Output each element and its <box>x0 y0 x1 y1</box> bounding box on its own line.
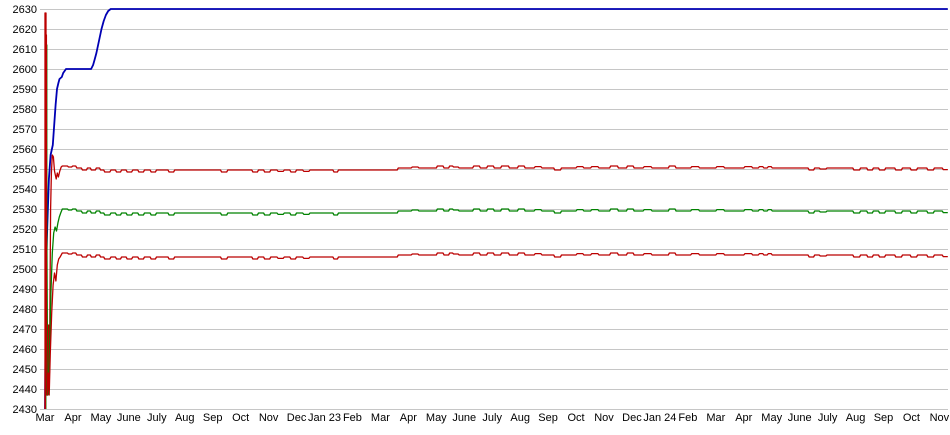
x-axis-tick-label: Apr <box>400 412 417 424</box>
x-axis-tick-label: June <box>788 412 812 424</box>
y-axis-tick-label: 2470 <box>13 324 37 336</box>
x-axis-tick-label: Apr <box>735 412 752 424</box>
x-axis-tick-label: Nov <box>594 412 614 424</box>
y-axis-tick-label: 2550 <box>13 164 37 176</box>
series-red-lower-line <box>44 34 948 409</box>
x-axis-tick-label: Feb <box>343 412 362 424</box>
x-axis-tick-label: Dec <box>287 412 307 424</box>
x-axis-tick-label: Dec <box>622 412 642 424</box>
x-axis-tick-label: Jan 24 <box>643 412 676 424</box>
x-axis-tick-label: Nov <box>930 412 950 424</box>
y-axis-tick-label: 2590 <box>13 84 37 96</box>
x-axis-tick-label: May <box>761 412 782 424</box>
y-axis-tick-label: 2450 <box>13 364 37 376</box>
y-axis-tick-label: 2480 <box>13 304 37 316</box>
y-axis-tick-label: 2440 <box>13 384 37 396</box>
y-axis-tick-label: 2510 <box>13 244 37 256</box>
x-axis-tick-label: Mar <box>371 412 390 424</box>
y-axis-tick-label: 2500 <box>13 264 37 276</box>
y-axis-tick-label: 2580 <box>13 104 37 116</box>
x-axis-tick-label: June <box>117 412 141 424</box>
x-axis-tick-label: Mar <box>706 412 725 424</box>
x-axis-tick-label: July <box>818 412 838 424</box>
series-green-middle-line <box>45 44 948 409</box>
x-axis-tick-label: Aug <box>846 412 866 424</box>
x-axis-tick-label: Sep <box>538 412 558 424</box>
x-axis-tick-label: Mar <box>36 412 55 424</box>
y-axis-tick-label: 2430 <box>13 404 37 416</box>
y-axis-tick-label: 2600 <box>13 64 37 76</box>
y-axis-tick-label: 2620 <box>13 24 37 36</box>
x-axis-tick-label: Oct <box>567 412 584 424</box>
x-axis-tick-label: Nov <box>259 412 279 424</box>
x-axis-tick-label: July <box>482 412 502 424</box>
y-axis-tick-label: 2530 <box>13 204 37 216</box>
x-axis-tick-label: Oct <box>903 412 920 424</box>
x-axis-tick-label: Jan 23 <box>308 412 341 424</box>
x-axis-tick-label: May <box>91 412 112 424</box>
x-axis-tick-label: Apr <box>64 412 81 424</box>
series-blue-peak-line <box>44 8 948 410</box>
x-axis-tick-label: May <box>426 412 447 424</box>
x-axis-tick-label: Aug <box>175 412 195 424</box>
x-axis-tick-label: Oct <box>232 412 249 424</box>
x-axis-tick-label: Feb <box>678 412 697 424</box>
x-axis-tick-label: Sep <box>874 412 894 424</box>
y-axis-tick-label: 2560 <box>13 144 37 156</box>
y-axis-tick-label: 2540 <box>13 184 37 196</box>
y-axis-tick-label: 2490 <box>13 284 37 296</box>
x-axis-tick-label: Sep <box>203 412 223 424</box>
y-axis-tick-label: 2610 <box>13 44 37 56</box>
y-axis-tick-label: 2630 <box>13 4 37 16</box>
x-axis-tick-label: June <box>452 412 476 424</box>
x-axis-tick-label: July <box>147 412 167 424</box>
y-axis-tick-label: 2460 <box>13 344 37 356</box>
y-axis-tick-label: 2570 <box>13 124 37 136</box>
series-red-upper-line <box>44 12 948 409</box>
y-axis-tick-label: 2520 <box>13 224 37 236</box>
x-axis-tick-label: Aug <box>510 412 530 424</box>
